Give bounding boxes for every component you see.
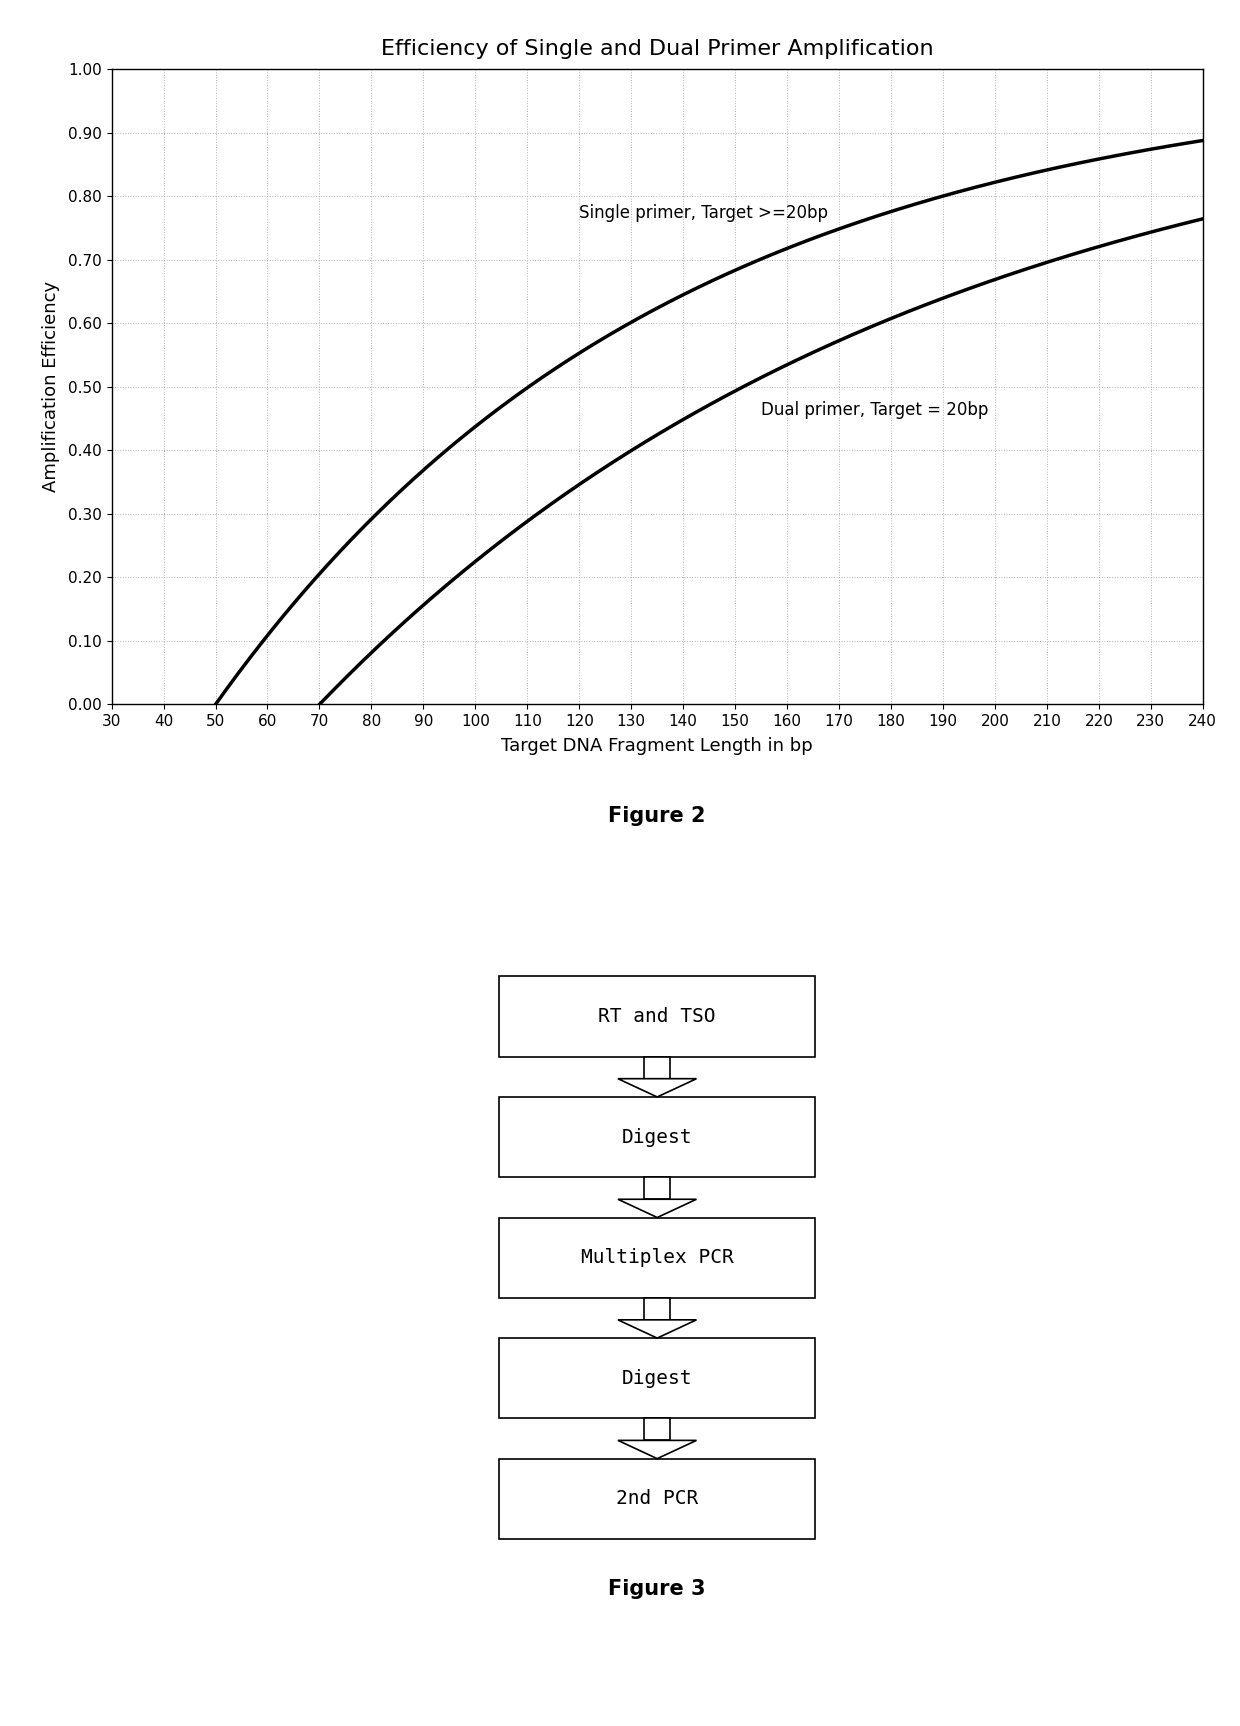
- Text: Figure 2: Figure 2: [609, 806, 706, 827]
- FancyBboxPatch shape: [498, 1217, 816, 1298]
- FancyBboxPatch shape: [498, 1338, 816, 1419]
- Text: Digest: Digest: [622, 1369, 692, 1388]
- Polygon shape: [644, 1177, 671, 1200]
- FancyBboxPatch shape: [498, 1098, 816, 1177]
- Polygon shape: [618, 1079, 697, 1098]
- Polygon shape: [644, 1419, 671, 1441]
- Text: Figure 3: Figure 3: [609, 1579, 706, 1600]
- Text: Multiplex PCR: Multiplex PCR: [580, 1248, 734, 1267]
- FancyBboxPatch shape: [498, 1458, 816, 1540]
- Y-axis label: Amplification Efficiency: Amplification Efficiency: [42, 281, 60, 492]
- Polygon shape: [618, 1200, 697, 1217]
- Polygon shape: [618, 1441, 697, 1458]
- FancyBboxPatch shape: [498, 977, 816, 1056]
- Text: 2nd PCR: 2nd PCR: [616, 1490, 698, 1509]
- Text: Digest: Digest: [622, 1127, 692, 1146]
- Text: Single primer, Target >=20bp: Single primer, Target >=20bp: [579, 204, 828, 221]
- Polygon shape: [644, 1056, 671, 1079]
- X-axis label: Target DNA Fragment Length in bp: Target DNA Fragment Length in bp: [501, 737, 813, 756]
- Polygon shape: [618, 1320, 697, 1338]
- Text: RT and TSO: RT and TSO: [599, 1006, 715, 1025]
- Text: Dual primer, Target = 20bp: Dual primer, Target = 20bp: [761, 400, 988, 418]
- Polygon shape: [644, 1298, 671, 1320]
- Title: Efficiency of Single and Dual Primer Amplification: Efficiency of Single and Dual Primer Amp…: [381, 40, 934, 59]
